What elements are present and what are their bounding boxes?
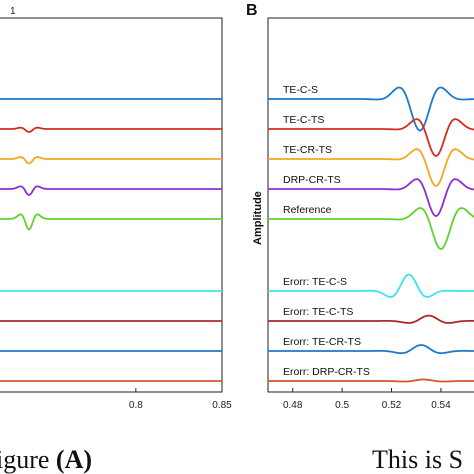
panel-a: 1 0.8 0.85 (0, 6, 232, 411)
panel-b-trace (268, 344, 474, 355)
panel-b-trace (268, 314, 474, 324)
panel-a-trace (0, 185, 222, 196)
panel-a-trace (0, 156, 222, 165)
panel-b-trace (268, 118, 474, 157)
y-axis-title: Amplitude (252, 191, 264, 245)
panel-b-x-tick-label: 0.5 (335, 400, 349, 411)
panel-a-frame (0, 17, 223, 393)
panel-b-trace (268, 273, 474, 298)
panel-b-trace-label: Erorr: TE-C-TS (283, 306, 353, 318)
panel-b-x-tick-label: 0.52 (382, 400, 402, 411)
panel-b-frame (267, 17, 474, 393)
panel-a-x-tick-label: 0.85 (212, 400, 232, 411)
panel-b-trace (268, 207, 474, 250)
panel-b-x-tick-label: 0.48 (283, 400, 303, 411)
panel-b-ticks: 0.48 0.5 0.52 0.54 (283, 388, 451, 411)
panel-b-trace (268, 178, 474, 217)
panel-b-trace-label: Erorr: DRP-CR-TS (283, 366, 370, 378)
panel-b-trace (268, 86, 474, 132)
panel-a-trace (0, 213, 222, 231)
caption-left-bold: (A) (56, 445, 92, 474)
panel-b-letter: B (246, 2, 258, 19)
panel-b-x-tick-label: 0.54 (431, 400, 451, 411)
panel-a-corner-label: 1 (10, 6, 16, 17)
panel-b-labels: TE-C-S TE-C-TS TE-CR-TS DRP-CR-TS Reference E… (283, 84, 370, 378)
panel-b-trace-label: TE-C-S (283, 84, 318, 96)
panel-a-trace (0, 126, 222, 133)
panel-a-traces (0, 98, 222, 382)
panel-b-trace-label: Reference (283, 204, 332, 216)
panel-a-x-tick-label: 0.8 (129, 400, 143, 411)
panel-b-trace-label: TE-C-TS (283, 114, 324, 126)
panel-b-trace-label: DRP-CR-TS (283, 174, 341, 186)
panel-b-trace (268, 148, 474, 187)
caption-right: This is S (372, 445, 463, 474)
panel-b-trace-label: TE-CR-TS (283, 144, 332, 156)
caption-left: igure (A) (0, 445, 92, 474)
panel-b-trace-label: Erorr: TE-CR-TS (283, 336, 361, 348)
panel-b: B Amplitude TE-C-S TE-C-TS TE-CR-TS DRP-CR-… (246, 2, 474, 411)
panel-b-traces (268, 86, 474, 383)
panel-a-ticks: 0.8 0.85 (129, 388, 232, 411)
panel-b-trace-label: Erorr: TE-C-S (283, 276, 347, 288)
caption-left-text: igure (0, 445, 56, 474)
panel-b-trace (268, 378, 474, 383)
